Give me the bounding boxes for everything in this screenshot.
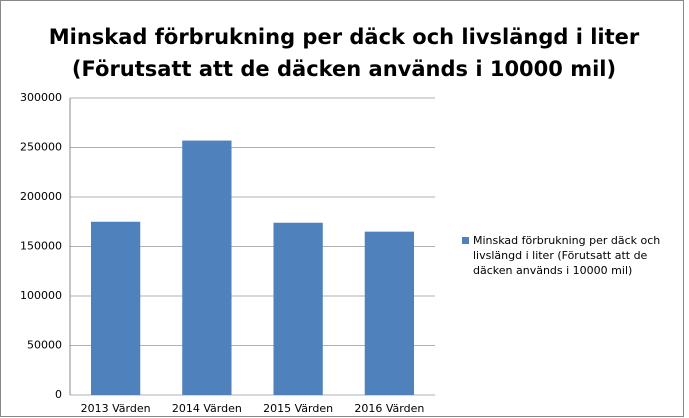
bar (364, 231, 415, 395)
x-tick-label: 2015 Värden (263, 402, 333, 415)
y-tick-label: 50000 (27, 339, 62, 352)
y-tick-label: 150000 (20, 240, 62, 253)
legend-label: Minskad förbrukning per däck och livslän… (473, 234, 661, 277)
x-tick-label: 2014 Värden (172, 402, 242, 415)
chart-title: Minskad förbrukning per däck och livslän… (49, 25, 640, 49)
legend: Minskad förbrukning per däck och livslän… (462, 233, 677, 278)
bar (182, 140, 232, 395)
y-tick-label: 0 (55, 388, 62, 401)
chart-title: (Förutsatt att de däcken används i 10000… (72, 57, 616, 81)
y-tick-label: 200000 (20, 190, 62, 203)
y-tick-label: 100000 (20, 289, 62, 302)
y-tick-label: 250000 (20, 141, 62, 154)
legend-swatch (462, 237, 469, 244)
x-tick-label: 2016 Värden (354, 402, 424, 415)
bar (90, 221, 141, 395)
x-tick-label: 2013 Värden (81, 402, 151, 415)
y-tick-label: 300000 (20, 91, 62, 104)
bar (273, 222, 323, 395)
